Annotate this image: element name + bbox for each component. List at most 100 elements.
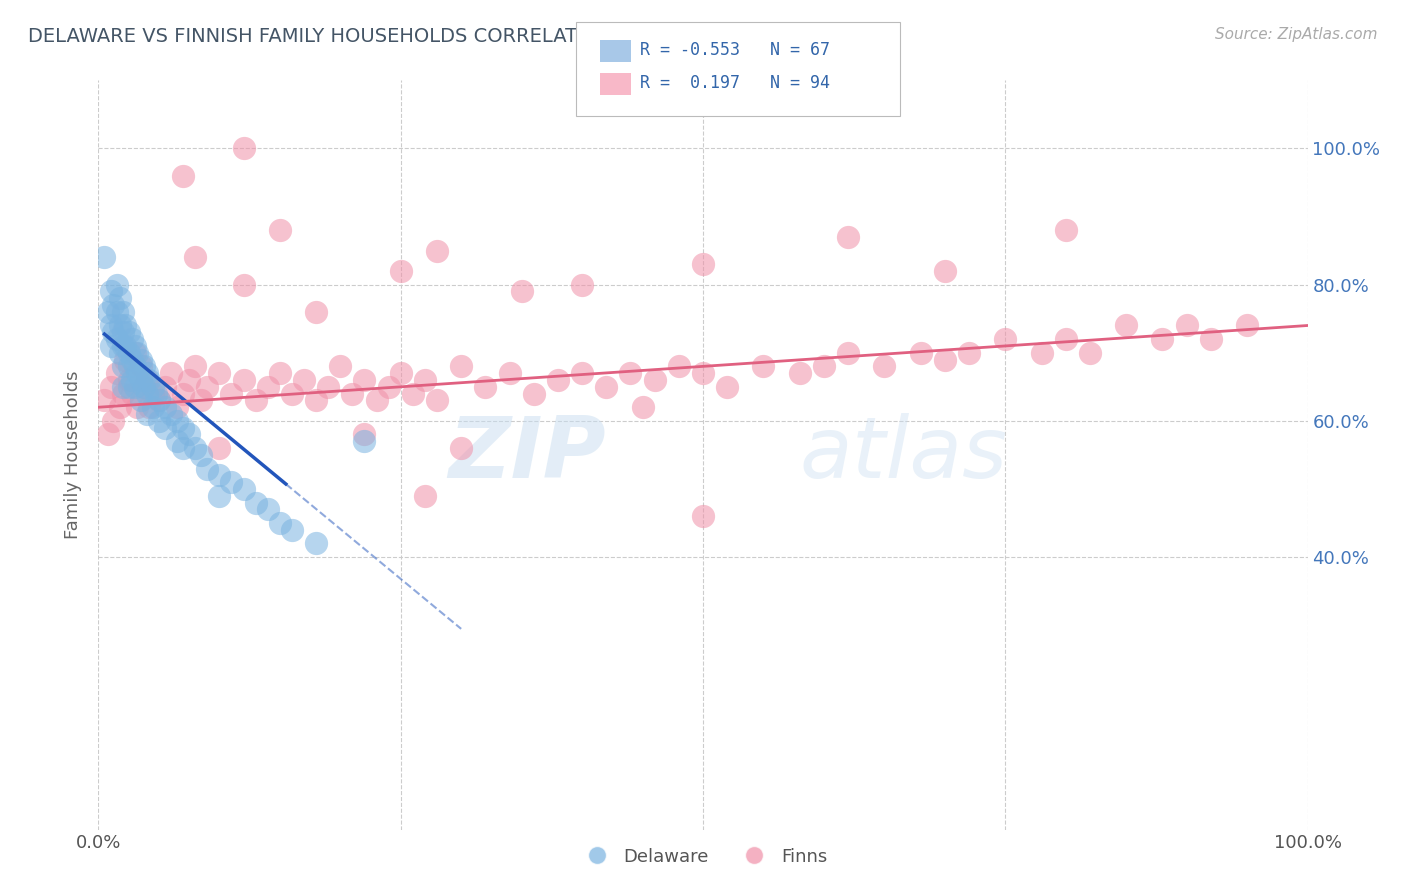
Point — [153, 420, 176, 434]
Point — [329, 359, 352, 374]
Point — [353, 373, 375, 387]
Point — [668, 359, 690, 374]
Point — [292, 373, 315, 387]
Point — [426, 393, 449, 408]
Point — [172, 169, 194, 183]
Point — [135, 373, 157, 387]
Point — [111, 339, 134, 353]
Legend: Delaware, Finns: Delaware, Finns — [571, 840, 835, 873]
Point — [118, 326, 141, 340]
Point — [752, 359, 775, 374]
Point — [100, 285, 122, 299]
Point — [413, 373, 436, 387]
Point — [179, 427, 201, 442]
Point — [166, 414, 188, 428]
Point — [221, 386, 243, 401]
Y-axis label: Family Households: Family Households — [65, 371, 83, 539]
Point — [692, 509, 714, 524]
Point — [111, 359, 134, 374]
Point — [153, 401, 176, 415]
Point — [134, 380, 156, 394]
Point — [994, 332, 1017, 346]
Point — [208, 366, 231, 380]
Point — [184, 441, 207, 455]
Point — [595, 380, 617, 394]
Point — [145, 386, 167, 401]
Point — [316, 380, 339, 394]
Point — [148, 414, 170, 428]
Point — [366, 393, 388, 408]
Point — [121, 386, 143, 401]
Point — [571, 277, 593, 292]
Point — [232, 277, 254, 292]
Point — [121, 373, 143, 387]
Point — [160, 366, 183, 380]
Point — [195, 461, 218, 475]
Point — [692, 366, 714, 380]
Point — [97, 305, 120, 319]
Point — [138, 373, 160, 387]
Point — [547, 373, 569, 387]
Point — [100, 339, 122, 353]
Point — [108, 291, 131, 305]
Point — [166, 434, 188, 449]
Point — [269, 223, 291, 237]
Point — [93, 251, 115, 265]
Point — [111, 326, 134, 340]
Point — [910, 345, 932, 359]
Point — [124, 345, 146, 359]
Point — [619, 366, 641, 380]
Text: Source: ZipAtlas.com: Source: ZipAtlas.com — [1215, 27, 1378, 42]
Point — [353, 427, 375, 442]
Point — [142, 386, 165, 401]
Point — [873, 359, 896, 374]
Point — [208, 489, 231, 503]
Point — [172, 420, 194, 434]
Point — [148, 393, 170, 408]
Point — [114, 352, 136, 367]
Point — [134, 380, 156, 394]
Point — [142, 380, 165, 394]
Point — [179, 373, 201, 387]
Text: R =  0.197   N = 94: R = 0.197 N = 94 — [640, 74, 830, 92]
Point — [121, 352, 143, 367]
Point — [813, 359, 835, 374]
Point — [105, 305, 128, 319]
Point — [129, 359, 152, 374]
Point — [644, 373, 666, 387]
Point — [402, 386, 425, 401]
Point — [342, 386, 364, 401]
Point — [121, 332, 143, 346]
Point — [124, 380, 146, 394]
Point — [1054, 332, 1077, 346]
Text: ZIP: ZIP — [449, 413, 606, 497]
Point — [118, 359, 141, 374]
Point — [510, 285, 533, 299]
Point — [105, 332, 128, 346]
Point — [101, 326, 124, 340]
Point — [413, 489, 436, 503]
Point — [118, 345, 141, 359]
Point — [184, 359, 207, 374]
Point — [1031, 345, 1053, 359]
Point — [1175, 318, 1198, 333]
Point — [114, 339, 136, 353]
Point — [160, 407, 183, 421]
Point — [523, 386, 546, 401]
Point — [153, 380, 176, 394]
Point — [101, 298, 124, 312]
Point — [190, 393, 212, 408]
Point — [789, 366, 811, 380]
Text: R = -0.553   N = 67: R = -0.553 N = 67 — [640, 41, 830, 59]
Point — [957, 345, 980, 359]
Point — [232, 373, 254, 387]
Point — [100, 318, 122, 333]
Point — [1152, 332, 1174, 346]
Point — [97, 427, 120, 442]
Point — [172, 386, 194, 401]
Point — [692, 257, 714, 271]
Text: atlas: atlas — [800, 413, 1008, 497]
Point — [281, 386, 304, 401]
Point — [111, 386, 134, 401]
Point — [105, 366, 128, 380]
